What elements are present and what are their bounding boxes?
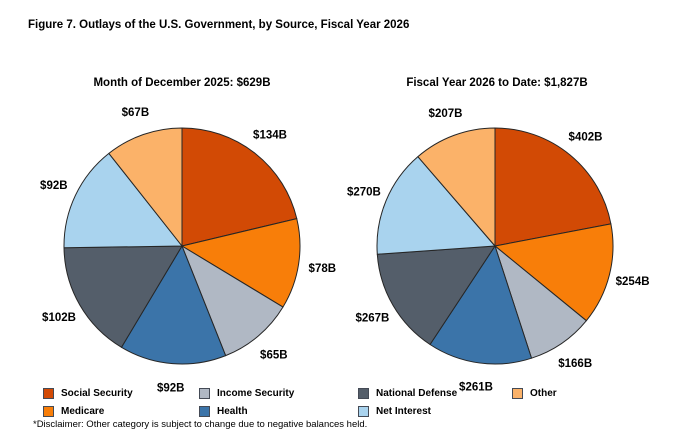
pie-value-label-medicare: $254B [616, 276, 650, 288]
pie-value-label-national-defense: $102B [42, 312, 76, 324]
legend-swatch-net-interest [358, 405, 369, 417]
figure-title: Figure 7. Outlays of the U.S. Government… [28, 19, 410, 31]
pie-slice-other [417, 127, 496, 247]
pie-value-label-national-defense: $267B [355, 313, 389, 325]
pie-value-label-health: $92B [157, 383, 185, 395]
legend-label-other: Other [530, 387, 557, 399]
pie-value-label-income-security: $166B [558, 358, 592, 370]
legend-item-health: Health [199, 405, 358, 417]
legend-label-social-security: Social Security [61, 387, 133, 399]
pie-slice-health [429, 245, 533, 365]
pie-slice-social-security [494, 127, 612, 247]
legend-item-medicare: Medicare [43, 405, 199, 417]
pie-slice-health [120, 245, 227, 365]
legend-swatch-national-defense [358, 387, 369, 399]
legend-label-national-defense: National Defense [376, 387, 458, 399]
legend-item-national-defense: National Defense [358, 387, 512, 399]
legend-item-social-security: Social Security [43, 387, 199, 399]
left-chart-title: Month of December 2025: $629B [93, 77, 271, 89]
pie-chart-month-of-december-2025: $134B $78B $65B $92B $102B $92B $67B [40, 107, 337, 395]
legend-swatch-social-security [43, 387, 54, 399]
legend: Social Security Medicare Income Security He… [43, 384, 557, 420]
pie-slice-net-interest [376, 156, 496, 255]
legend-label-net-interest: Net Interest [376, 405, 432, 417]
pie-value-label-social-security: $134B [253, 130, 287, 142]
pie-value-label-net-interest: $92B [40, 180, 68, 192]
pie-slice-national-defense [376, 245, 496, 346]
pie-value-label-medicare: $78B [309, 263, 337, 275]
pie-slice-medicare [494, 223, 614, 322]
pie-value-label-net-interest: $270B [347, 186, 381, 198]
pie-slice-net-interest [63, 152, 183, 249]
pie-slice-national-defense [63, 245, 183, 348]
legend-swatch-medicare [43, 405, 54, 417]
legend-label-medicare: Medicare [61, 405, 105, 417]
legend-item-net-interest: Net Interest [358, 405, 512, 417]
legend-swatch-income-security [199, 387, 210, 399]
legend-item-other: Other [512, 387, 557, 399]
legend-item-income-security: Income Security [199, 387, 358, 399]
legend-swatch-health [199, 405, 210, 417]
pie-value-label-other: $207B [429, 108, 463, 120]
pie-value-label-social-security: $402B [569, 132, 603, 144]
pie-value-label-other: $67B [122, 107, 150, 119]
legend-label-health: Health [217, 405, 248, 417]
pie-slice-other [108, 127, 183, 247]
right-chart-title: Fiscal Year 2026 to Date: $1,827B [406, 77, 588, 89]
pie-slice-income-security [181, 245, 284, 357]
legend-label-income-security: Income Security [217, 387, 295, 399]
pie-value-label-health: $261B [459, 382, 493, 394]
pie-slice-medicare [181, 218, 301, 308]
pie-chart-fiscal-year-2026-to-date: $402B $254B $166B $261B $267B $270B $207B [347, 108, 650, 394]
legend-swatch-other [512, 387, 523, 399]
disclaimer-text: *Disclaimer: Other category is subject t… [33, 419, 368, 430]
pie-value-label-income-security: $65B [260, 349, 288, 361]
pie-slice-social-security [181, 127, 298, 247]
